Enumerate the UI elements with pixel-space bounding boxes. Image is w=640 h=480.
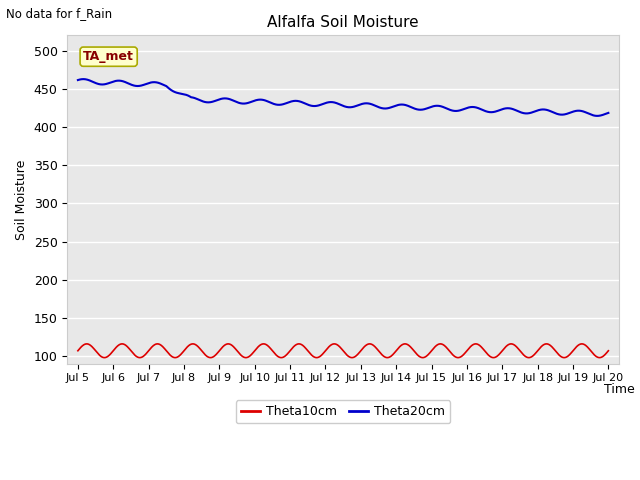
- Title: Alfalfa Soil Moisture: Alfalfa Soil Moisture: [268, 15, 419, 30]
- Text: TA_met: TA_met: [83, 50, 134, 63]
- Legend: Theta10cm, Theta20cm: Theta10cm, Theta20cm: [236, 400, 451, 423]
- Text: No data for f_Rain: No data for f_Rain: [6, 7, 113, 20]
- X-axis label: Time: Time: [604, 384, 634, 396]
- Y-axis label: Soil Moisture: Soil Moisture: [15, 159, 28, 240]
